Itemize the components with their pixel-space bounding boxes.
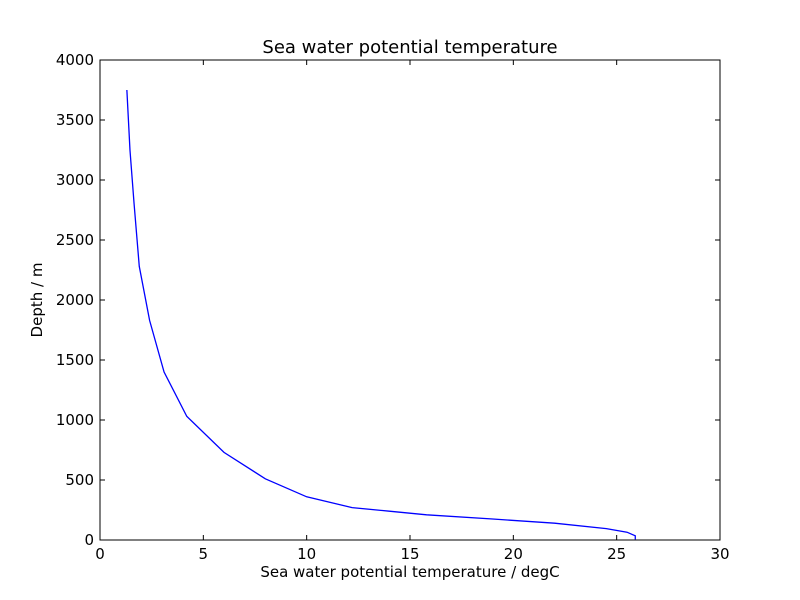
y-tick-label: 2500 bbox=[56, 231, 94, 249]
y-tick-label: 3500 bbox=[56, 111, 94, 129]
x-tick-label: 25 bbox=[607, 545, 626, 563]
y-tick-label: 0 bbox=[84, 531, 94, 549]
series-layer bbox=[126, 89, 636, 540]
x-tick-label: 30 bbox=[710, 545, 729, 563]
plot-area bbox=[99, 59, 721, 541]
axis-ticks: 0 5 10 15 20 25 30 0 500 1000 1500 2000 2500 3000 3500… bbox=[56, 51, 730, 563]
x-tick-label: 15 bbox=[400, 545, 419, 563]
x-tick-label: 5 bbox=[199, 545, 209, 563]
chart-title: Sea water potential temperature bbox=[262, 37, 557, 58]
x-tick-label: 20 bbox=[504, 545, 523, 563]
y-tick-label: 4000 bbox=[56, 51, 94, 69]
y-axis-label: Depth / m bbox=[28, 263, 46, 338]
y-tick-label: 1500 bbox=[56, 351, 94, 369]
y-tick-label: 3000 bbox=[56, 171, 94, 189]
y-tick-label: 2000 bbox=[56, 291, 94, 309]
y-tick-label: 1000 bbox=[56, 411, 94, 429]
y-tick-label: 500 bbox=[65, 471, 94, 489]
x-axis-label: Sea water potential temperature / degC bbox=[260, 563, 559, 581]
x-tick-label: 0 bbox=[95, 545, 105, 563]
x-tick-label: 10 bbox=[297, 545, 316, 563]
temperature-profile-line bbox=[126, 89, 636, 540]
